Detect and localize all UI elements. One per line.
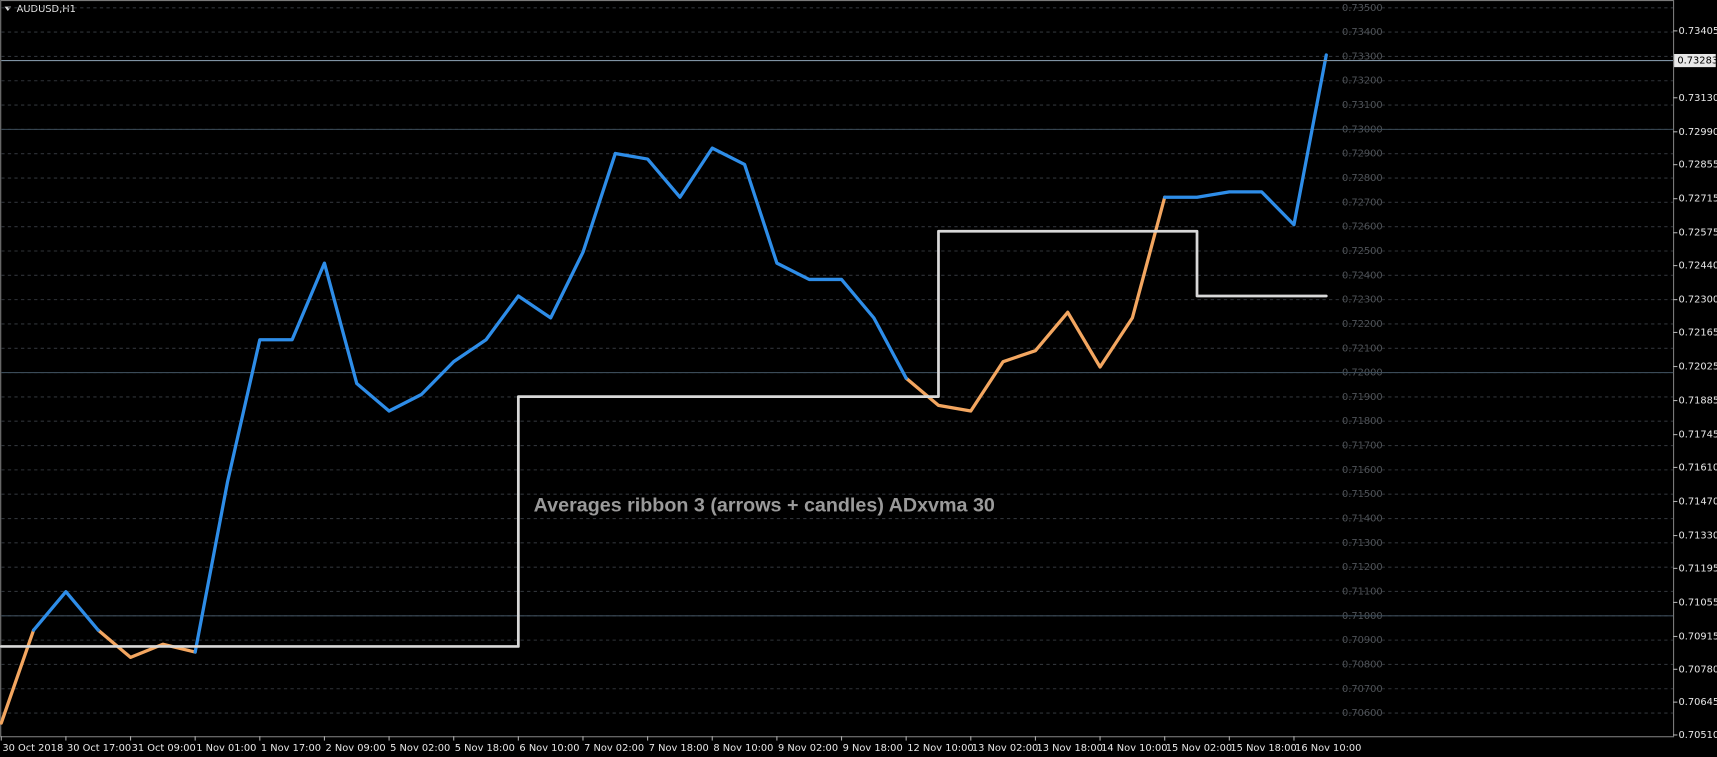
y-tick-label: 0.72990: [1678, 127, 1717, 138]
x-tick-label: 8 Nov 10:00: [713, 743, 773, 754]
x-tick-label: 5 Nov 02:00: [390, 743, 450, 754]
y-tick-label: 0.70510: [1678, 730, 1717, 741]
x-tick-label: 30 Oct 17:00: [67, 743, 131, 754]
y-tick-label: 0.71470: [1678, 496, 1717, 507]
grid-label: 0.72500: [1342, 246, 1383, 257]
step-line: [0, 229, 1328, 648]
y-tick-label: 0.70780: [1678, 664, 1717, 675]
grid-label: 0.72800: [1342, 173, 1383, 184]
grid-label: 0.72300: [1342, 295, 1383, 306]
grid-label: 0.70800: [1342, 659, 1383, 670]
grid-label: 0.72400: [1342, 270, 1383, 281]
y-tick-label: 0.71330: [1678, 531, 1717, 542]
x-tick-label: 1 Nov 01:00: [196, 743, 256, 754]
x-tick-label: 16 Nov 10:00: [1295, 743, 1361, 754]
y-tick-label: 0.71885: [1678, 396, 1717, 407]
grid-label: 0.71800: [1342, 416, 1383, 427]
grid-label: 0.71500: [1342, 489, 1383, 500]
y-tick-label: 0.72715: [1678, 194, 1717, 205]
y-tick-label: 0.71610: [1678, 462, 1717, 473]
grid-label: 0.73500: [1342, 3, 1383, 14]
x-tick-label: 7 Nov 18:00: [649, 743, 709, 754]
grid-label: 0.73300: [1342, 51, 1383, 62]
y-tick-label: 0.72300: [1678, 295, 1717, 306]
y-tick-label: 0.71195: [1678, 563, 1717, 574]
y-tick-label: 0.71055: [1678, 597, 1717, 608]
x-tick-label: 1 Nov 17:00: [261, 743, 321, 754]
ma-line: [31, 53, 1328, 654]
grid-label: 0.72900: [1342, 149, 1383, 160]
marks: [0, 53, 1328, 725]
y-tick-label: 0.71745: [1678, 430, 1717, 441]
y-tick-label: 0.72855: [1678, 160, 1717, 171]
grid-label: 0.73400: [1342, 27, 1383, 38]
y-tick-label: 0.72165: [1678, 327, 1717, 338]
x-tick-label: 13 Nov 02:00: [972, 743, 1038, 754]
grid-label: 0.73100: [1342, 100, 1383, 111]
grid-label: 0.71200: [1342, 562, 1383, 573]
grid-label: 0.72200: [1342, 319, 1383, 330]
grid-label: 0.73200: [1342, 76, 1383, 87]
x-tick-label: 31 Oct 09:00: [132, 743, 196, 754]
last-price-box: [1674, 53, 1716, 68]
grid-label: 0.71600: [1342, 465, 1383, 476]
x-tick-label: 13 Nov 18:00: [1037, 743, 1103, 754]
grid: 0.735000.734000.733000.732000.731000.730…: [1, 3, 1674, 719]
grid-label: 0.71100: [1342, 586, 1383, 597]
grid-label: 0.71900: [1342, 392, 1383, 403]
x-tick-label: 9 Nov 02:00: [778, 743, 838, 754]
y-tick-label: 0.72440: [1678, 261, 1717, 272]
y-tick-label: 0.70645: [1678, 697, 1717, 708]
x-tick-label: 6 Nov 10:00: [519, 743, 579, 754]
x-tick-label: 15 Nov 02:00: [1166, 743, 1232, 754]
grid-label: 0.71700: [1342, 441, 1383, 452]
grid-label: 0.72600: [1342, 222, 1383, 233]
chart-title: AUDUSD,H1: [17, 4, 76, 15]
y-tick-label: 0.73405: [1678, 26, 1717, 37]
x-tick-label: 30 Oct 2018: [2, 743, 63, 754]
y-tick-label: 0.72025: [1678, 362, 1717, 373]
y-tick-label: 0.72575: [1678, 228, 1717, 239]
y-tick-label: 0.73130: [1678, 93, 1717, 104]
x-tick-label: 5 Nov 18:00: [455, 743, 515, 754]
grid-label: 0.70700: [1342, 684, 1383, 695]
plot-frame: [0, 0, 1675, 738]
grid-label: 0.71300: [1342, 538, 1383, 549]
grid-label: 0.70900: [1342, 635, 1383, 646]
grid-label: 0.72700: [1342, 197, 1383, 208]
grid-label: 0.70600: [1342, 708, 1383, 719]
y-tick-label: 0.70915: [1678, 631, 1717, 642]
grid-label: 0.72100: [1342, 343, 1383, 354]
x-tick-label: 15 Nov 18:00: [1230, 743, 1296, 754]
x-tick-label: 9 Nov 18:00: [843, 743, 903, 754]
last-price-label: 0.73283: [1677, 56, 1717, 67]
x-tick-label: 12 Nov 10:00: [907, 743, 973, 754]
x-tick-label: 2 Nov 09:00: [326, 743, 386, 754]
annotation: Averages ribbon 3 (arrows + candles) ADx…: [534, 494, 995, 516]
x-tick-label: 14 Nov 10:00: [1101, 743, 1167, 754]
grid-label: 0.71400: [1342, 514, 1383, 525]
x-tick-label: 7 Nov 02:00: [584, 743, 644, 754]
